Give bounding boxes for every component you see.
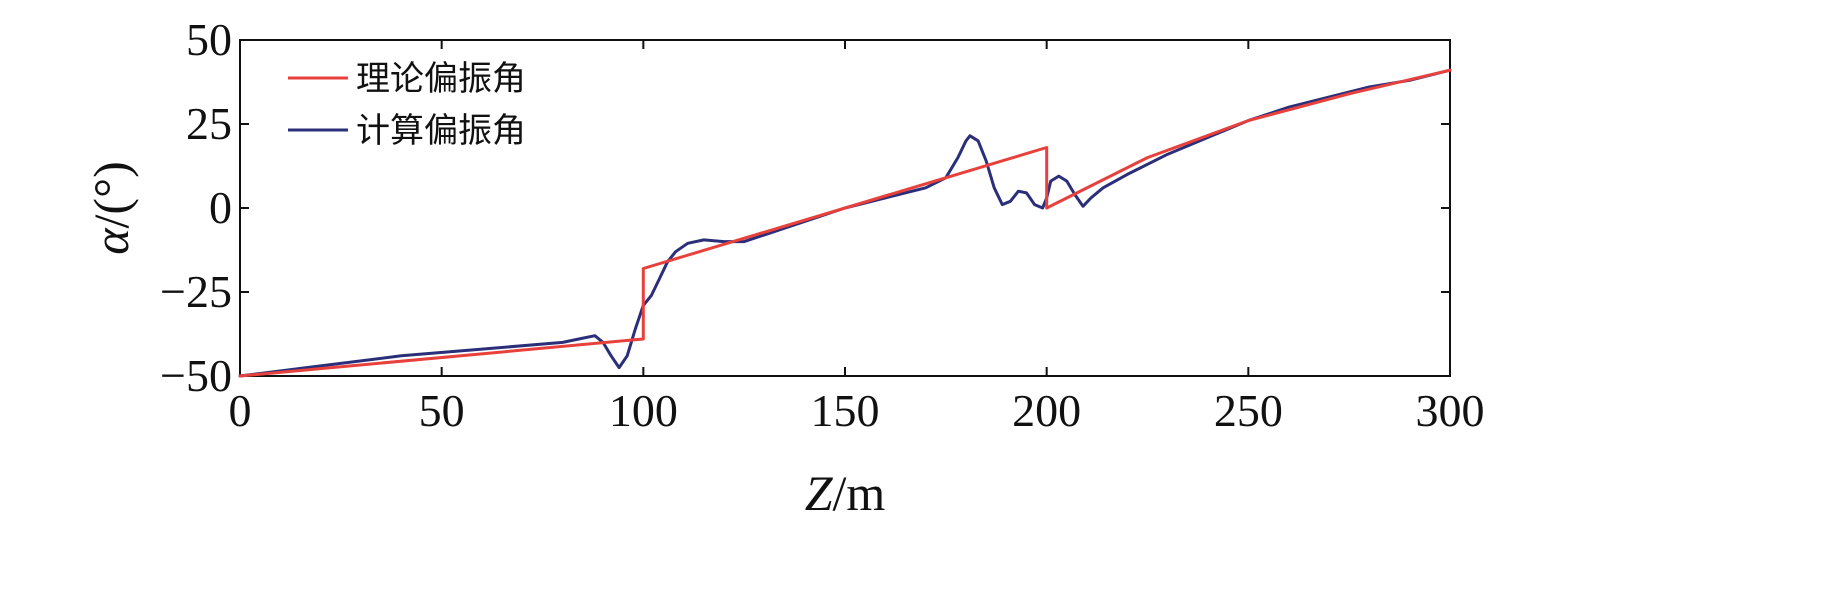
x-tick-label: 0	[229, 385, 252, 436]
series-layer	[238, 68, 1452, 378]
series-line-computed	[238, 68, 1452, 378]
y-tick-label: 0	[209, 182, 232, 233]
x-tick-label: 150	[811, 385, 880, 436]
y-tick-label: 25	[186, 98, 232, 149]
y-tick-label: −50	[160, 350, 232, 401]
x-tick-label: 200	[1012, 385, 1081, 436]
y-axis: −50 −25 0 25 50	[160, 14, 1450, 401]
y-tick-label: 50	[186, 14, 232, 65]
legend-label: 理论偏振角	[356, 59, 526, 99]
y-axis-title: α/(°)	[83, 161, 139, 254]
x-axis-title: Z/m	[805, 465, 886, 521]
x-tick-label: 300	[1416, 385, 1485, 436]
x-tick-label: 50	[419, 385, 465, 436]
legend-label: 计算偏振角	[356, 111, 526, 151]
x-axis: 0 50 100 150 200 250 300	[229, 40, 1485, 436]
x-tick-label: 250	[1214, 385, 1283, 436]
y-tick-label: −25	[160, 266, 232, 317]
x-tick-label: 100	[609, 385, 678, 436]
series-line-theoretical	[238, 68, 1452, 378]
